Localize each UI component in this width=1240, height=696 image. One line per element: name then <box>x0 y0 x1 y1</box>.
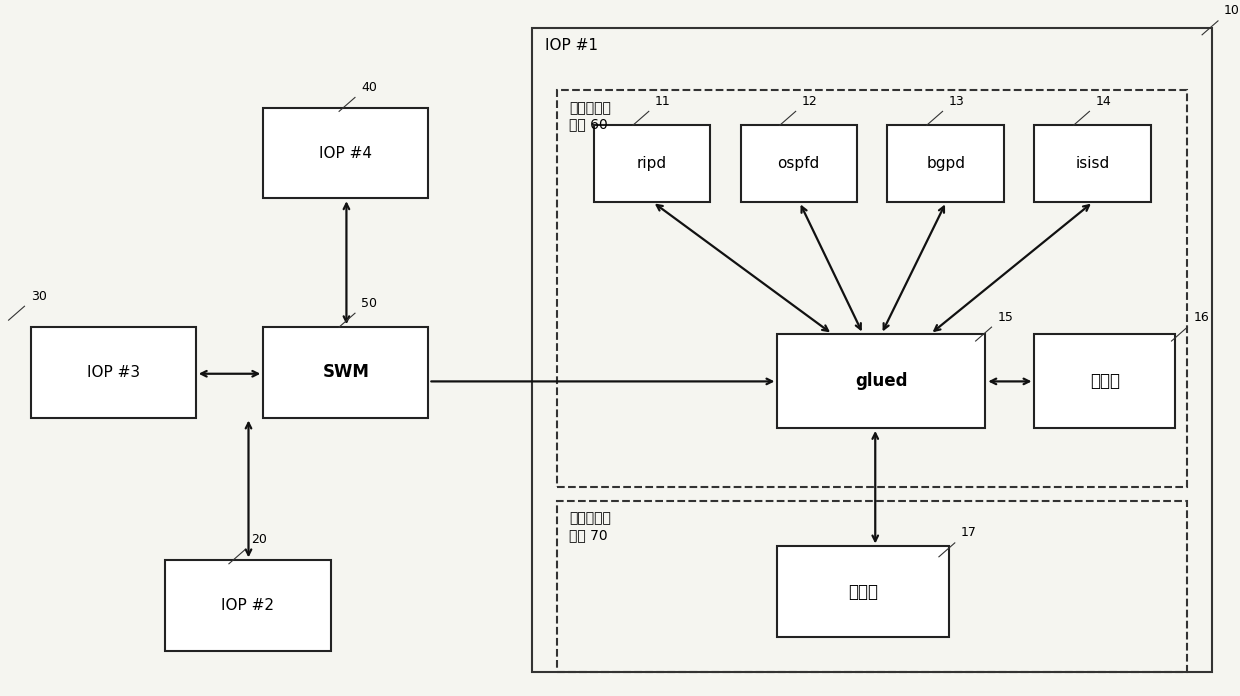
Text: 30: 30 <box>31 290 46 303</box>
Bar <box>165 560 331 651</box>
Text: ripd: ripd <box>637 156 667 171</box>
Bar <box>594 125 711 202</box>
Bar <box>777 546 949 637</box>
Bar <box>888 125 1004 202</box>
Text: IOP #4: IOP #4 <box>320 145 372 161</box>
Text: 10: 10 <box>1224 4 1240 17</box>
Text: IOP #1: IOP #1 <box>544 38 598 54</box>
Text: isisd: isisd <box>1075 156 1110 171</box>
Text: 16: 16 <box>1194 310 1209 324</box>
Bar <box>557 501 1188 672</box>
Text: 11: 11 <box>655 95 671 108</box>
Bar <box>532 28 1211 672</box>
Text: 17: 17 <box>961 526 977 539</box>
Bar <box>1034 125 1151 202</box>
Text: 50: 50 <box>361 296 377 310</box>
Text: 12: 12 <box>802 95 817 108</box>
Bar <box>557 90 1188 487</box>
Text: 15: 15 <box>998 310 1013 324</box>
Text: IOP #2: IOP #2 <box>222 598 274 613</box>
Bar <box>777 334 986 428</box>
Bar <box>740 125 857 202</box>
Text: ospfd: ospfd <box>777 156 820 171</box>
Bar <box>263 327 429 418</box>
Text: 40: 40 <box>361 81 377 94</box>
Text: 转发表: 转发表 <box>848 583 878 601</box>
Text: 13: 13 <box>949 95 965 108</box>
Text: 14: 14 <box>1096 95 1111 108</box>
Text: IOP #3: IOP #3 <box>87 365 140 380</box>
Text: SWM: SWM <box>322 363 370 381</box>
Text: 系统处理器
区域 60: 系统处理器 区域 60 <box>569 101 611 131</box>
Text: glued: glued <box>856 372 908 390</box>
Text: 路由表: 路由表 <box>1090 372 1120 390</box>
Text: 网络处理器
区域 70: 网络处理器 区域 70 <box>569 512 611 541</box>
Bar <box>31 327 196 418</box>
Text: 20: 20 <box>250 533 267 546</box>
Bar <box>1034 334 1176 428</box>
Bar <box>263 108 429 198</box>
Text: bgpd: bgpd <box>926 156 965 171</box>
